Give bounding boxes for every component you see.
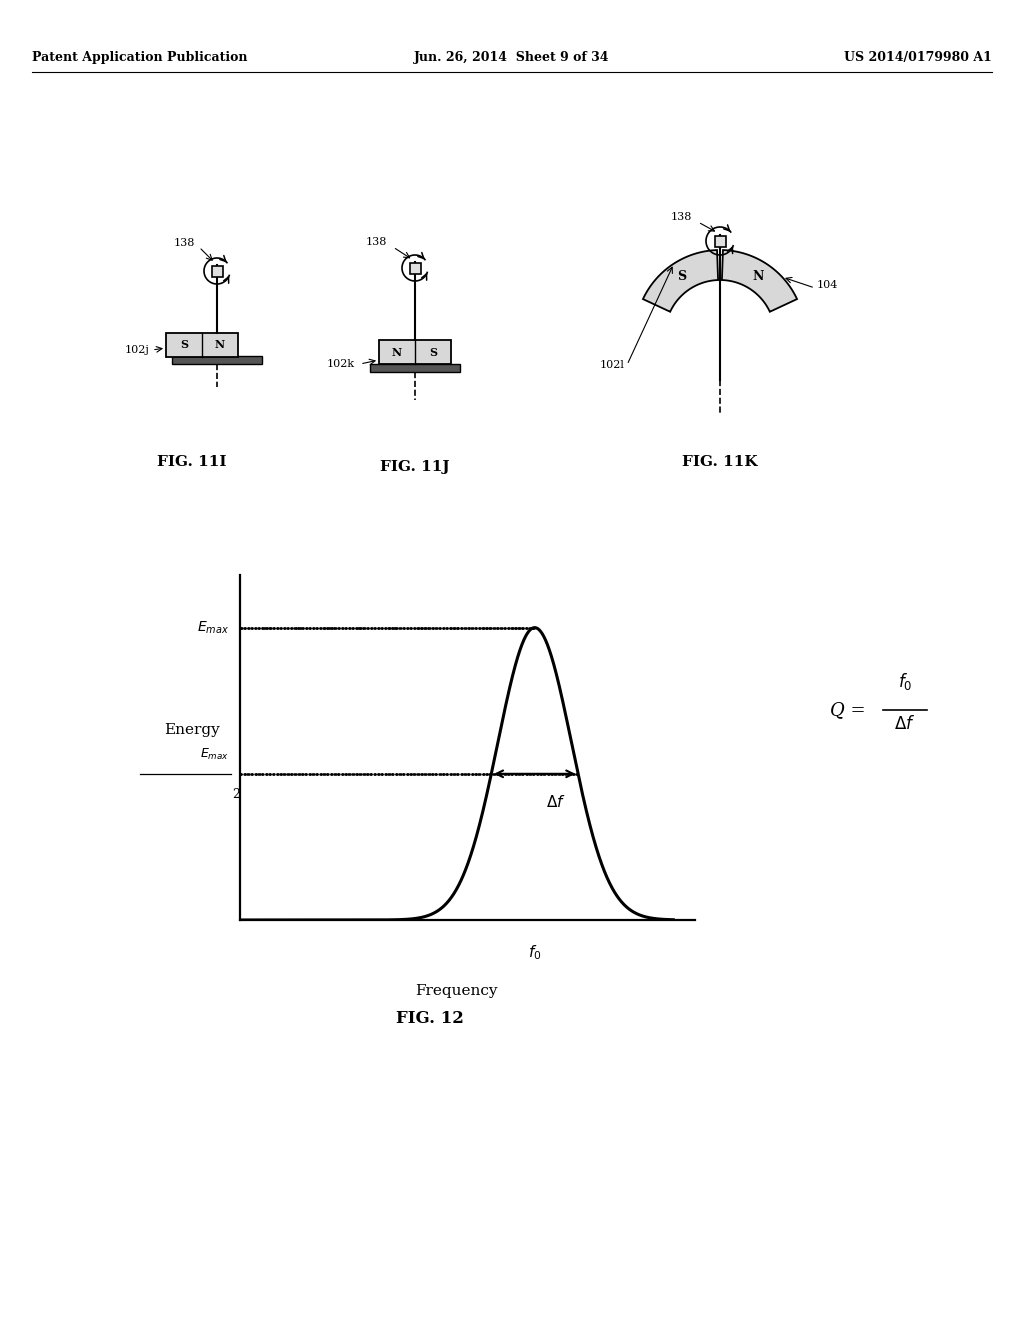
Polygon shape: [370, 364, 460, 372]
Polygon shape: [722, 249, 797, 312]
Text: FIG. 12: FIG. 12: [396, 1010, 464, 1027]
Text: US 2014/0179980 A1: US 2014/0179980 A1: [844, 51, 992, 65]
Polygon shape: [410, 263, 421, 273]
Text: 2: 2: [231, 788, 240, 801]
Text: S: S: [180, 339, 188, 351]
Text: $E_{max}$: $E_{max}$: [198, 619, 229, 636]
Text: FIG. 11K: FIG. 11K: [682, 455, 758, 469]
Text: 102l: 102l: [600, 360, 625, 370]
Polygon shape: [715, 235, 725, 247]
Text: Energy: Energy: [164, 723, 220, 737]
Text: $\Delta f$: $\Delta f$: [894, 715, 915, 733]
Text: $\Delta f$: $\Delta f$: [547, 795, 566, 810]
Text: Patent Application Publication: Patent Application Publication: [32, 51, 248, 65]
Text: Q =: Q =: [830, 701, 871, 719]
Polygon shape: [379, 341, 451, 364]
Polygon shape: [212, 265, 222, 276]
Text: FIG. 11I: FIG. 11I: [158, 455, 226, 469]
Text: 138: 138: [671, 213, 692, 222]
Text: $f_0$: $f_0$: [528, 944, 542, 962]
Text: 138: 138: [174, 238, 195, 248]
Text: $E_{max}$: $E_{max}$: [200, 747, 229, 762]
Text: N: N: [215, 339, 225, 351]
Text: 138: 138: [366, 238, 387, 247]
Polygon shape: [166, 333, 238, 356]
Text: 102k: 102k: [327, 359, 355, 370]
Text: N: N: [753, 269, 764, 282]
Polygon shape: [172, 356, 262, 364]
Text: Frequency: Frequency: [416, 985, 498, 998]
Text: S: S: [429, 346, 437, 358]
Text: 104: 104: [817, 280, 839, 290]
Text: FIG. 11J: FIG. 11J: [380, 459, 450, 474]
Text: 102j: 102j: [125, 345, 150, 355]
Text: S: S: [677, 269, 686, 282]
Polygon shape: [643, 249, 718, 312]
Text: Jun. 26, 2014  Sheet 9 of 34: Jun. 26, 2014 Sheet 9 of 34: [415, 51, 609, 65]
Text: N: N: [392, 346, 402, 358]
Text: $f_0$: $f_0$: [898, 671, 912, 692]
